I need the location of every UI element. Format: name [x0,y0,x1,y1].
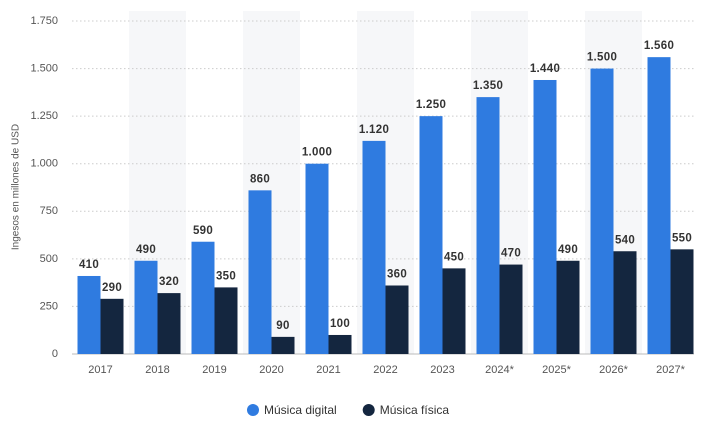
bar [214,287,238,354]
value-label: 290 [102,282,122,294]
bar [77,275,101,354]
bar [613,251,637,354]
value-label: 550 [672,232,692,244]
x-tick-label: 2020 [259,364,283,376]
value-label: 360 [387,269,407,281]
value-label: 410 [79,259,99,271]
bar [590,68,614,355]
bar [191,241,215,354]
value-label: 1.000 [302,147,332,159]
value-label: 350 [216,270,236,282]
value-label: 490 [136,244,156,256]
legend-marker [247,404,259,416]
bar [100,298,124,354]
y-tick-label: 500 [40,253,58,265]
value-label: 450 [444,251,464,263]
bar [476,97,500,354]
x-tick-label: 2023 [430,364,454,376]
bar [499,264,523,354]
x-tick-label: 2022 [373,364,397,376]
y-tick-label: 1.500 [30,62,58,74]
value-label: 90 [276,320,289,332]
x-tick-label: 2019 [202,364,226,376]
value-label: 470 [501,248,521,260]
bar [647,57,671,354]
y-tick-label: 1.000 [30,158,58,170]
bar [271,336,295,354]
y-tick-label: 750 [40,205,58,217]
value-label: 490 [558,244,578,256]
x-tick-label: 2024* [485,364,514,376]
bar [134,260,158,354]
bar [157,293,181,354]
bar [362,140,386,354]
legend-label: Música digital [264,403,337,417]
y-tick-label: 0 [52,348,58,360]
bar [328,334,352,354]
x-tick-label: 2026* [599,364,628,376]
bar [556,260,580,354]
bar [442,268,466,354]
x-tick-label: 2017 [88,364,112,376]
y-axis-label: Ingesos en millones de USD [11,124,22,250]
bar [385,285,409,354]
bar [305,163,329,354]
value-label: 1.120 [359,124,389,136]
legend-label: Música física [380,403,450,417]
legend-marker [362,404,375,416]
value-label: 1.560 [644,40,674,52]
value-label: 1.250 [416,99,446,111]
value-label: 100 [330,318,350,330]
x-tick-label: 2025* [542,364,571,376]
x-tick-label: 2021 [316,364,340,376]
y-tick-label: 1.750 [30,15,58,27]
bar [670,249,694,354]
y-tick-label: 1.250 [30,110,58,122]
bar [419,116,443,355]
value-label: 540 [615,234,635,246]
value-label: 320 [159,276,179,288]
x-tick-label: 2018 [145,364,169,376]
bar [248,190,272,354]
value-label: 860 [250,173,270,185]
value-label: 1.500 [587,52,617,64]
value-label: 1.350 [473,80,503,92]
value-label: 1.440 [530,63,560,75]
x-tick-label: 2027* [656,364,685,376]
value-label: 590 [193,225,213,237]
bar [533,79,557,354]
y-tick-label: 250 [40,300,58,312]
